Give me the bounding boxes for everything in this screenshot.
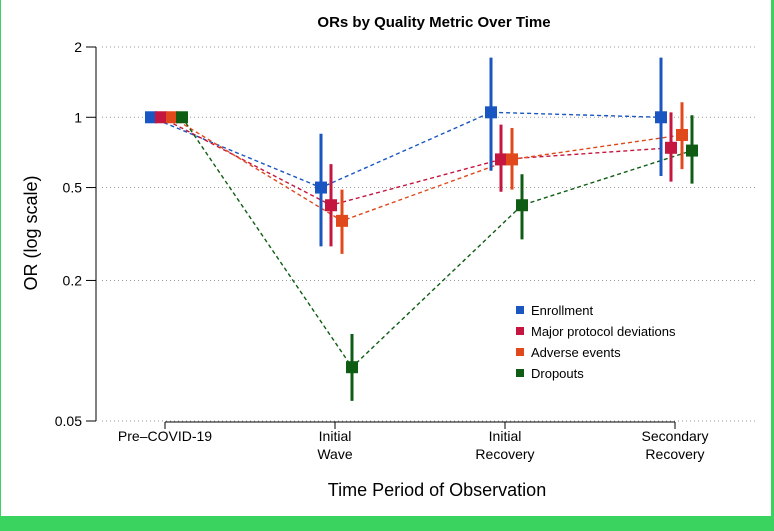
x-tick-label-line: Secondary (642, 428, 709, 444)
x-axis-title: Time Period of Observation (328, 480, 546, 500)
x-tick-label-line: Pre–COVID-19 (118, 428, 212, 444)
right-frame-bar (771, 0, 774, 516)
series-line-3 (181, 116, 693, 369)
left-frame-bar (0, 0, 1, 516)
gridlines (102, 46, 755, 422)
x-tick-label-line: Recovery (645, 446, 704, 462)
or-point (665, 141, 677, 154)
or-point (315, 181, 327, 194)
or-point (166, 111, 178, 124)
series-marks (145, 57, 698, 401)
or-point (155, 111, 167, 124)
bottom-frame-bar (0, 516, 774, 531)
legend-swatch (516, 369, 524, 377)
or-point (176, 111, 188, 124)
series-line-1 (160, 116, 672, 206)
y-tick-label: 2 (74, 39, 82, 55)
x-tick-label-line: Initial (319, 428, 352, 444)
or-point (485, 106, 497, 119)
y-axis: 2 1 0.5 0.2 0.05 (55, 39, 97, 429)
x-tick-label: Secondary Recovery (642, 428, 709, 462)
x-tick-label: Initial Wave (317, 428, 352, 462)
x-tick-label-line: Wave (317, 446, 352, 462)
series-lines (150, 111, 693, 369)
y-tick-label: 1 (74, 109, 82, 125)
or-point (655, 111, 667, 124)
legend-swatch (516, 348, 524, 356)
or-point (516, 199, 528, 212)
series-line-2 (171, 116, 683, 222)
legend-label: Adverse events (531, 345, 621, 360)
or-point (336, 214, 348, 227)
legend-label: Dropouts (531, 366, 584, 381)
y-tick-label: 0.2 (63, 272, 83, 288)
legend: Enrollment Major protocol deviations Adver… (516, 303, 676, 381)
x-tick-label: Initial Recovery (475, 428, 534, 462)
or-point (495, 153, 507, 166)
or-point (686, 144, 698, 157)
or-point (346, 361, 358, 374)
y-tick-label: 0.5 (63, 180, 83, 196)
or-point (676, 128, 688, 141)
x-tick-label-line: Recovery (475, 446, 534, 462)
legend-label: Major protocol deviations (531, 324, 676, 339)
chart-title: ORs by Quality Metric Over Time (317, 14, 550, 31)
y-axis-title: OR (log scale) (21, 175, 41, 290)
or-point (325, 199, 337, 212)
legend-swatch (516, 327, 524, 335)
x-tick-label: Pre–COVID-19 (118, 428, 212, 444)
legend-swatch (516, 306, 524, 314)
y-tick-label: 0.05 (55, 413, 82, 429)
x-tick-label-line: Initial (489, 428, 522, 444)
or-point (506, 153, 518, 166)
series-line-0 (150, 111, 662, 189)
legend-label: Enrollment (531, 303, 594, 318)
or-point (145, 111, 157, 124)
